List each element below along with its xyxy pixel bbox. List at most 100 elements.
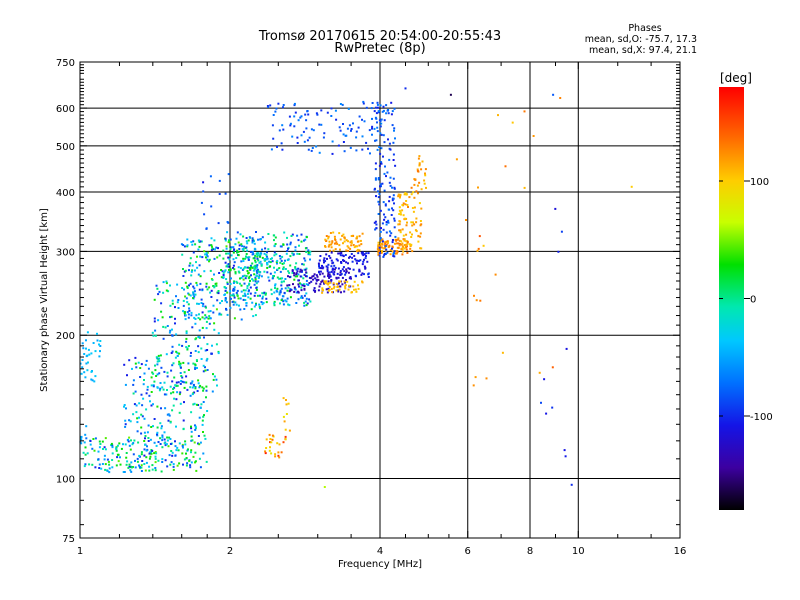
echo-point [358,244,361,247]
echo-point [351,256,354,259]
echo-point [225,245,228,248]
echo-point [199,255,202,258]
echo-point [80,442,83,445]
echo-point [89,440,92,442]
echo-point [262,301,265,304]
echo-point [342,123,344,125]
echo-point [254,261,257,264]
echo-point [81,342,84,345]
echo-point [206,251,209,254]
echo-point [411,250,414,253]
echo-point [390,101,393,104]
echo-point [181,380,184,383]
echo-point [304,113,307,116]
echo-point [182,361,185,364]
echo-point [140,426,143,429]
echo-point [376,121,378,124]
echo-point [384,242,387,245]
echo-point [390,113,393,116]
echo-point [385,104,388,107]
echo-point [263,252,266,255]
echo-point [200,347,203,350]
echo-point [303,273,306,276]
echo-point [174,356,177,359]
echo-point [333,285,336,288]
echo-point [183,381,186,384]
echo-point [276,262,278,265]
echo-point [356,248,359,251]
echo-point [255,303,257,306]
echo-point [150,452,153,455]
echo-point [238,271,241,274]
echo-point [333,271,336,273]
echo-point [138,402,141,405]
echo-point [211,278,214,281]
echo-point [365,141,368,144]
echo-point [134,362,137,365]
echo-point [418,202,421,205]
echo-point [273,304,276,307]
echo-point [254,278,257,281]
echo-point [393,202,395,205]
echo-point [397,193,400,196]
echo-point [290,235,293,237]
echo-point [303,257,306,260]
echo-point [403,238,406,241]
echo-point [162,291,165,294]
echo-point [274,284,276,287]
echo-point [379,185,381,188]
echo-point [358,115,361,118]
echo-point [227,256,230,259]
echo-point [233,286,236,289]
echo-point [279,261,282,264]
echo-point [203,317,206,320]
echo-point [197,442,199,445]
echo-point [108,463,111,466]
echo-point [232,303,235,306]
echo-point [367,272,370,275]
echo-point [256,268,259,271]
echo-point [260,263,263,266]
echo-point [208,322,211,325]
echo-point [181,287,184,289]
echo-point [169,304,172,307]
echo-point [174,384,177,387]
echo-point [188,284,190,287]
echo-point [294,275,297,278]
echo-point [374,116,377,119]
echo-point [293,286,296,289]
echo-point [298,253,301,255]
echo-point [161,434,164,437]
echo-point [174,306,176,309]
echo-point [171,380,174,383]
echo-point [222,276,225,279]
y-tick-label: 100 [56,475,75,486]
echo-point [186,449,189,452]
echo-point [455,158,458,161]
echo-point [325,288,328,291]
echo-point [215,246,218,249]
echo-point [155,444,158,447]
echo-point [282,128,285,131]
echo-point [305,297,308,300]
echo-point [165,393,168,396]
echo-point [317,278,320,281]
echo-point [308,282,311,285]
echo-point [191,380,194,383]
echo-point [345,261,348,264]
echo-point [307,251,310,254]
echo-point [228,258,231,261]
echo-point [239,277,241,280]
echo-point [358,235,361,238]
echo-point [300,233,303,236]
echo-point [269,265,272,268]
echo-point [201,256,204,259]
echo-point [188,309,191,312]
echo-point [128,419,131,422]
echo-point [240,260,243,263]
echo-point [202,370,205,373]
echo-point [274,287,276,289]
echo-point [388,181,391,184]
echo-point [355,136,358,139]
echo-point [155,284,158,287]
